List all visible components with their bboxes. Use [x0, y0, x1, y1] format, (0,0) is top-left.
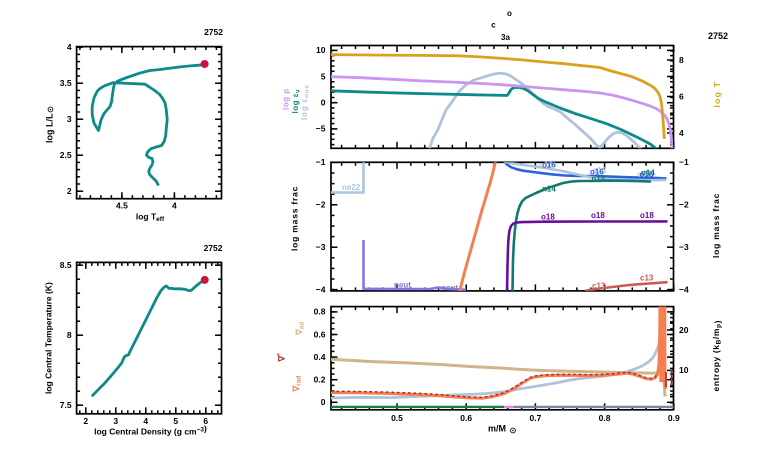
svg-text:4: 4 — [172, 201, 177, 211]
svg-text:log T: log T — [712, 81, 722, 108]
svg-text:0.8: 0.8 — [314, 307, 326, 317]
svg-text:o16: o16 — [640, 170, 654, 179]
svg-text:−3: −3 — [679, 242, 689, 252]
svg-text:n14: n14 — [641, 168, 655, 177]
svg-text:o16: o16 — [590, 167, 604, 176]
svg-text:o16: o16 — [638, 170, 652, 179]
svg-text:0.5: 0.5 — [391, 413, 403, 423]
svg-text:ne22: ne22 — [342, 183, 361, 192]
svg-text:∇ad: ∇ad — [294, 322, 306, 336]
svg-text:o: o — [507, 9, 512, 18]
svg-text:5: 5 — [321, 71, 326, 81]
svg-text:n14: n14 — [542, 185, 556, 194]
svg-text:0.2: 0.2 — [314, 375, 326, 385]
svg-text:3: 3 — [67, 114, 72, 124]
svg-text:c13: c13 — [640, 274, 654, 283]
svg-text:7.5: 7.5 — [60, 400, 72, 410]
svg-text:6: 6 — [203, 416, 208, 426]
svg-text:log εnuc: log εnuc — [300, 84, 311, 120]
svg-text:log L/L: log L/L — [45, 113, 55, 143]
svg-text:8.5: 8.5 — [60, 260, 72, 270]
svg-text:−2: −2 — [316, 200, 326, 210]
svg-text:0.8: 0.8 — [599, 413, 611, 423]
svg-text:n14: n14 — [591, 174, 605, 183]
svg-text:neut: neut — [441, 284, 458, 293]
svg-text:5: 5 — [173, 416, 178, 426]
svg-text:∇*: ∇* — [277, 353, 287, 363]
svg-text:4: 4 — [67, 42, 72, 52]
svg-text:−1: −1 — [316, 157, 326, 167]
svg-text:0.7: 0.7 — [529, 413, 541, 423]
svg-text:0: 0 — [321, 397, 326, 407]
svg-text:0: 0 — [321, 98, 326, 108]
svg-text:6: 6 — [679, 91, 684, 101]
svg-text:−1: −1 — [679, 157, 689, 167]
svg-text:2: 2 — [67, 186, 72, 196]
svg-text:o16: o16 — [542, 161, 556, 170]
svg-text:−2: −2 — [679, 200, 689, 210]
svg-text:−5: −5 — [316, 124, 326, 134]
svg-text:8: 8 — [67, 330, 72, 340]
svg-text:3.5: 3.5 — [60, 78, 72, 88]
svg-text:log εν: log εν — [291, 89, 302, 114]
svg-text:2752: 2752 — [204, 27, 223, 37]
svg-text:∇rad: ∇rad — [291, 376, 303, 393]
svg-text:20: 20 — [679, 325, 689, 335]
svg-text:log Teff: log Teff — [136, 212, 165, 224]
svg-text:3a: 3a — [501, 33, 510, 42]
svg-text:c13: c13 — [592, 282, 606, 291]
svg-text:−4: −4 — [679, 284, 689, 294]
svg-text:0.6: 0.6 — [460, 413, 472, 423]
svg-text:4: 4 — [143, 416, 148, 426]
svg-text:0.6: 0.6 — [314, 329, 326, 339]
svg-text:neut: neut — [394, 281, 411, 290]
svg-text:4: 4 — [679, 128, 684, 138]
svg-text:c: c — [491, 21, 496, 30]
svg-text:2752: 2752 — [708, 31, 728, 41]
svg-text:log mass frac: log mass frac — [290, 186, 300, 251]
svg-text:o18: o18 — [591, 211, 605, 220]
svg-text:2.5: 2.5 — [60, 150, 72, 160]
svg-text:0.4: 0.4 — [314, 352, 326, 362]
svg-text:log Central Temperature (K): log Central Temperature (K) — [44, 282, 54, 394]
svg-text:o18: o18 — [541, 213, 555, 222]
svg-text:2: 2 — [83, 416, 88, 426]
svg-text:m/M: m/M — [488, 424, 506, 434]
svg-text:o18: o18 — [640, 211, 654, 220]
svg-text:10: 10 — [679, 365, 689, 375]
svg-text:entropy (kB/mp): entropy (kB/mp) — [711, 320, 723, 392]
svg-text:log Central Density (g cm−3): log Central Density (g cm−3) — [94, 424, 207, 437]
svg-text:o16: o16 — [539, 161, 553, 170]
svg-text:log mass frac: log mass frac — [711, 193, 721, 258]
svg-text:−4: −4 — [316, 284, 326, 294]
svg-text:3: 3 — [113, 416, 118, 426]
svg-text:10: 10 — [316, 45, 326, 55]
svg-text:4.5: 4.5 — [116, 201, 128, 211]
svg-text:−3: −3 — [316, 242, 326, 252]
svg-text:log ρ: log ρ — [282, 88, 291, 110]
svg-text:8: 8 — [679, 55, 684, 65]
svg-text:2752: 2752 — [204, 243, 223, 253]
svg-text:o16: o16 — [593, 166, 607, 175]
svg-text:0.9: 0.9 — [668, 413, 680, 423]
